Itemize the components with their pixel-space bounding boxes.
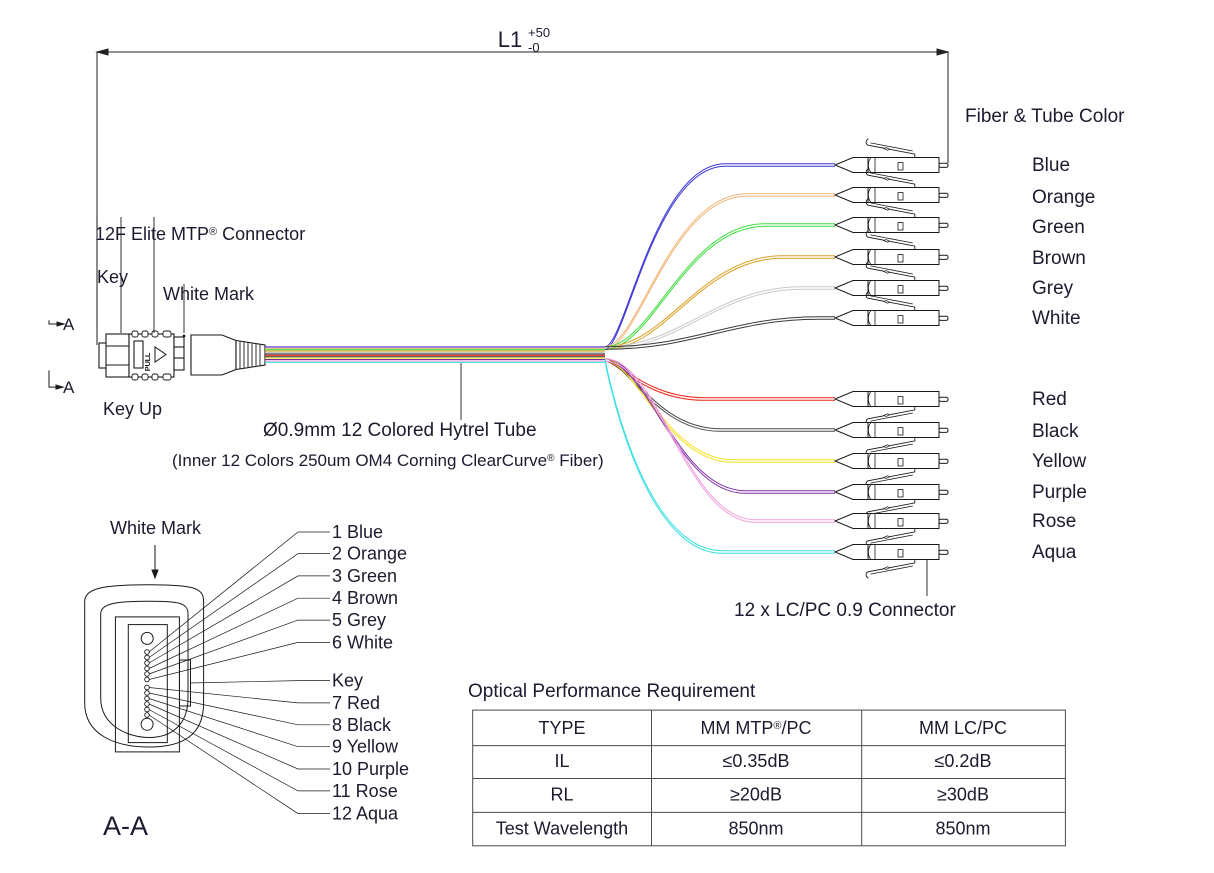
svg-text:3 Green: 3 Green bbox=[332, 566, 397, 586]
svg-text:4 Brown: 4 Brown bbox=[332, 588, 398, 608]
svg-text:Yellow: Yellow bbox=[1032, 451, 1087, 472]
svg-text:850nm: 850nm bbox=[935, 819, 990, 839]
svg-text:Fiber & Tube Color: Fiber & Tube Color bbox=[965, 106, 1125, 127]
svg-text:(Inner 12 Colors 250um OM4 Cor: (Inner 12 Colors 250um OM4 Corning Clear… bbox=[172, 451, 604, 470]
svg-text:RL: RL bbox=[550, 785, 573, 805]
svg-text:MM MTP®/PC: MM MTP®/PC bbox=[700, 718, 811, 738]
svg-text:White Mark: White Mark bbox=[110, 518, 202, 538]
svg-text:White Mark: White Mark bbox=[163, 284, 255, 304]
svg-text:6 White: 6 White bbox=[332, 632, 393, 652]
svg-text:Key: Key bbox=[97, 267, 128, 287]
svg-text:Red: Red bbox=[1032, 389, 1067, 410]
svg-text:+50: +50 bbox=[528, 25, 550, 40]
svg-text:Purple: Purple bbox=[1032, 482, 1087, 503]
svg-text:Orange: Orange bbox=[1032, 187, 1095, 208]
svg-text:12F Elite MTP® Connector: 12F Elite MTP® Connector bbox=[95, 224, 305, 244]
svg-text:11 Rose: 11 Rose bbox=[332, 781, 398, 801]
svg-text:Black: Black bbox=[1032, 421, 1079, 442]
svg-text:≥20dB: ≥20dB bbox=[730, 785, 782, 805]
svg-text:-0: -0 bbox=[528, 40, 540, 55]
svg-text:≤0.2dB: ≤0.2dB bbox=[935, 751, 992, 771]
svg-text:9 Yellow: 9 Yellow bbox=[332, 737, 399, 757]
svg-text:850nm: 850nm bbox=[728, 819, 783, 839]
svg-text:White: White bbox=[1032, 308, 1081, 329]
svg-text:5 Grey: 5 Grey bbox=[332, 610, 386, 630]
svg-text:PULL: PULL bbox=[143, 352, 152, 371]
svg-text:A: A bbox=[63, 315, 75, 334]
svg-text:10 Purple: 10 Purple bbox=[332, 759, 409, 779]
svg-text:Brown: Brown bbox=[1032, 248, 1086, 269]
svg-text:8 Black: 8 Black bbox=[332, 715, 392, 735]
svg-text:A: A bbox=[63, 378, 75, 397]
svg-text:Rose: Rose bbox=[1032, 511, 1076, 532]
svg-text:7 Red: 7 Red bbox=[332, 693, 380, 713]
svg-text:L1: L1 bbox=[498, 27, 522, 52]
svg-text:Key: Key bbox=[332, 671, 363, 691]
svg-text:≥30dB: ≥30dB bbox=[937, 785, 989, 805]
svg-text:2 Orange: 2 Orange bbox=[332, 544, 407, 564]
svg-text:Aqua: Aqua bbox=[1032, 542, 1077, 563]
svg-text:A-A: A-A bbox=[103, 811, 148, 841]
svg-text:MM LC/PC: MM LC/PC bbox=[919, 718, 1007, 738]
svg-text:TYPE: TYPE bbox=[538, 718, 585, 738]
svg-text:Key Up: Key Up bbox=[103, 399, 162, 419]
svg-text:Blue: Blue bbox=[1032, 155, 1070, 176]
svg-text:12 Aqua: 12 Aqua bbox=[332, 804, 399, 824]
svg-text:≤0.35dB: ≤0.35dB bbox=[723, 751, 790, 771]
svg-text:Grey: Grey bbox=[1032, 278, 1074, 299]
svg-text:Test Wavelength: Test Wavelength bbox=[496, 819, 628, 839]
svg-text:Green: Green bbox=[1032, 217, 1085, 238]
svg-text:1 Blue: 1 Blue bbox=[332, 522, 383, 542]
svg-text:Ø0.9mm 12 Colored Hytrel Tube: Ø0.9mm 12 Colored Hytrel Tube bbox=[263, 420, 537, 441]
svg-text:12 x LC/PC 0.9 Connector: 12 x LC/PC 0.9 Connector bbox=[734, 600, 956, 621]
svg-text:IL: IL bbox=[554, 751, 569, 771]
svg-text:Optical Performance Requiremen: Optical Performance Requirement bbox=[468, 681, 756, 702]
